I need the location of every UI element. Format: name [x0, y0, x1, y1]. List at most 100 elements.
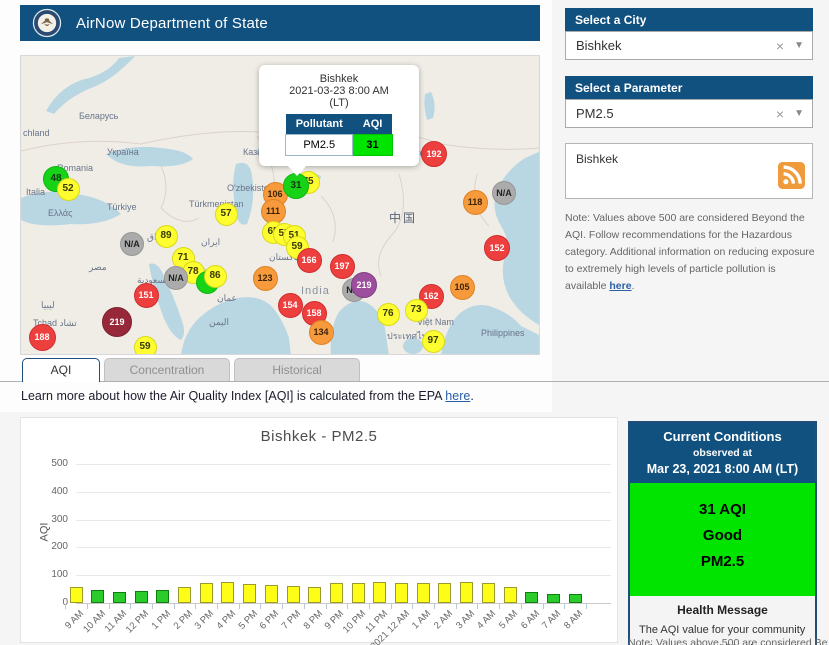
aqi-marker[interactable]: 59 — [133, 335, 157, 354]
chart-gridline — [76, 491, 611, 493]
aqi-marker[interactable]: 197 — [329, 253, 355, 279]
map-country-label: Tchad تشاد — [33, 318, 77, 328]
map[interactable]: Bishkek 2021-03-23 8:00 AM (LT) Pollutan… — [20, 55, 540, 355]
note-here-link[interactable]: here — [609, 280, 632, 292]
aqi-marker[interactable]: 86 — [203, 264, 227, 288]
aqi-marker[interactable]: 31 — [283, 173, 309, 199]
parameter-select-value: PM2.5 — [576, 106, 614, 121]
chart-bar[interactable] — [329, 583, 343, 603]
aqi-marker[interactable]: 123 — [252, 265, 278, 291]
x-axis-tick — [151, 604, 153, 609]
observed-at-label: observed at — [693, 447, 752, 459]
chart-bar[interactable] — [503, 587, 517, 603]
city-panel: Select a City Bishkek × ▼ — [565, 8, 813, 60]
tab-aqi[interactable]: AQI — [22, 358, 100, 382]
map-country-label: مصر — [89, 262, 107, 272]
chart-bar[interactable] — [243, 584, 257, 603]
popup-aqi-header: AQI — [352, 114, 393, 135]
x-axis-tick — [108, 604, 110, 609]
map-country-label: ليبيا — [41, 300, 55, 310]
aqi-marker[interactable]: 76 — [376, 302, 400, 326]
chart-gridline — [76, 575, 611, 577]
parameter-select[interactable]: PM2.5 × ▼ — [565, 99, 813, 128]
aqi-marker-na[interactable]: N/A — [164, 266, 188, 290]
map-country-label: Ελλάς — [48, 208, 73, 218]
aqi-marker[interactable]: 162 — [418, 283, 444, 309]
current-conditions-panel: Current Conditions observed at Mar 23, 2… — [628, 421, 817, 645]
observed-at-datetime: Mar 23, 2021 8:00 AM (LT) — [646, 462, 799, 476]
chart-bar[interactable] — [91, 590, 105, 603]
chart-bar[interactable] — [199, 582, 213, 603]
parameter-clear-icon[interactable]: × — [775, 105, 785, 122]
aqi-marker[interactable]: 89 — [154, 224, 178, 248]
chart-bar[interactable] — [546, 593, 560, 603]
aqi-category: Good — [702, 527, 743, 544]
chart-bar[interactable] — [373, 582, 387, 603]
map-country-label: chland — [23, 128, 50, 138]
aqi-marker[interactable]: 118 — [462, 189, 488, 215]
x-axis-tick — [65, 604, 67, 609]
y-axis-tick-label: 0 — [62, 597, 68, 608]
sidebar-note-text: Note: Values above 500 are considered Be… — [565, 212, 815, 292]
chart-bar[interactable] — [264, 585, 278, 603]
page-title: AirNow Department of State — [76, 14, 268, 32]
chart-bar[interactable] — [481, 583, 495, 603]
aqi-marker[interactable]: 111 — [260, 198, 286, 224]
map-country-label: ايران — [201, 237, 221, 247]
aqi-marker[interactable]: 154 — [277, 292, 303, 318]
chart-bar[interactable] — [308, 587, 322, 603]
health-message: Health Message The AQI value for your co… — [630, 596, 815, 645]
city-select-value: Bishkek — [576, 38, 622, 53]
chart-bar[interactable] — [134, 591, 148, 603]
aqi-marker[interactable]: 192 — [421, 141, 447, 167]
map-country-label: India — [301, 285, 330, 297]
y-axis-tick-label: 200 — [51, 541, 68, 553]
epa-here-link[interactable]: here — [445, 389, 471, 403]
aqi-marker[interactable]: 97 — [421, 329, 445, 353]
chart-bar[interactable] — [416, 582, 430, 603]
chart-bar[interactable] — [525, 592, 539, 603]
city-clear-icon[interactable]: × — [775, 37, 785, 54]
aqi-marker[interactable]: 151 — [133, 282, 159, 308]
x-axis-tick — [390, 604, 392, 609]
chart-bar[interactable] — [178, 586, 191, 603]
chart-bar[interactable] — [460, 581, 474, 603]
tab-historical[interactable]: Historical — [234, 358, 360, 381]
chart-bar[interactable] — [221, 582, 235, 603]
rss-icon[interactable] — [778, 162, 805, 192]
city-select[interactable]: Bishkek × ▼ — [565, 31, 813, 60]
chart-bar[interactable] — [351, 583, 365, 603]
x-axis-tick — [282, 604, 284, 609]
x-axis-tick — [195, 604, 197, 609]
chart-bar[interactable] — [395, 583, 408, 603]
aqi-marker[interactable]: 219 — [102, 307, 132, 337]
chart-bar[interactable] — [568, 594, 582, 603]
chart-bar[interactable] — [112, 592, 126, 603]
aqi-value: 31 AQI — [699, 501, 746, 518]
aqi-marker[interactable]: 134 — [308, 319, 334, 345]
chart-gridline — [76, 547, 611, 549]
x-axis-tick — [455, 604, 457, 609]
aqi-marker[interactable]: 57 — [214, 202, 238, 226]
aqi-marker[interactable]: 166 — [296, 247, 322, 273]
chart-bar[interactable] — [156, 589, 170, 603]
chart-bar[interactable] — [69, 586, 83, 603]
aqi-marker[interactable]: 52 — [56, 177, 80, 201]
popup-city: Bishkek — [319, 73, 359, 85]
parameter-dropdown-arrow-icon[interactable]: ▼ — [794, 108, 804, 119]
aqi-marker-na[interactable]: N/A — [492, 181, 516, 205]
sidebar-note: Note: Values above 500 are considered Be… — [565, 212, 815, 292]
x-axis-tick — [130, 604, 132, 609]
aqi-marker[interactable]: 188 — [28, 323, 56, 351]
chart-bar[interactable] — [438, 582, 452, 603]
aqi-marker[interactable]: 105 — [449, 274, 475, 300]
tab-concentration[interactable]: Concentration — [104, 358, 230, 381]
aqi-marker-na[interactable]: N/A — [120, 232, 144, 256]
state-department-seal-icon — [32, 8, 62, 38]
aqi-marker[interactable]: 73 — [404, 298, 428, 322]
popup-pollutant-value: PM2.5 — [285, 134, 354, 156]
aqi-marker[interactable]: 219 — [351, 272, 377, 298]
city-dropdown-arrow-icon[interactable]: ▼ — [794, 40, 804, 51]
chart-bar[interactable] — [286, 586, 300, 603]
aqi-marker[interactable]: 152 — [484, 235, 510, 261]
